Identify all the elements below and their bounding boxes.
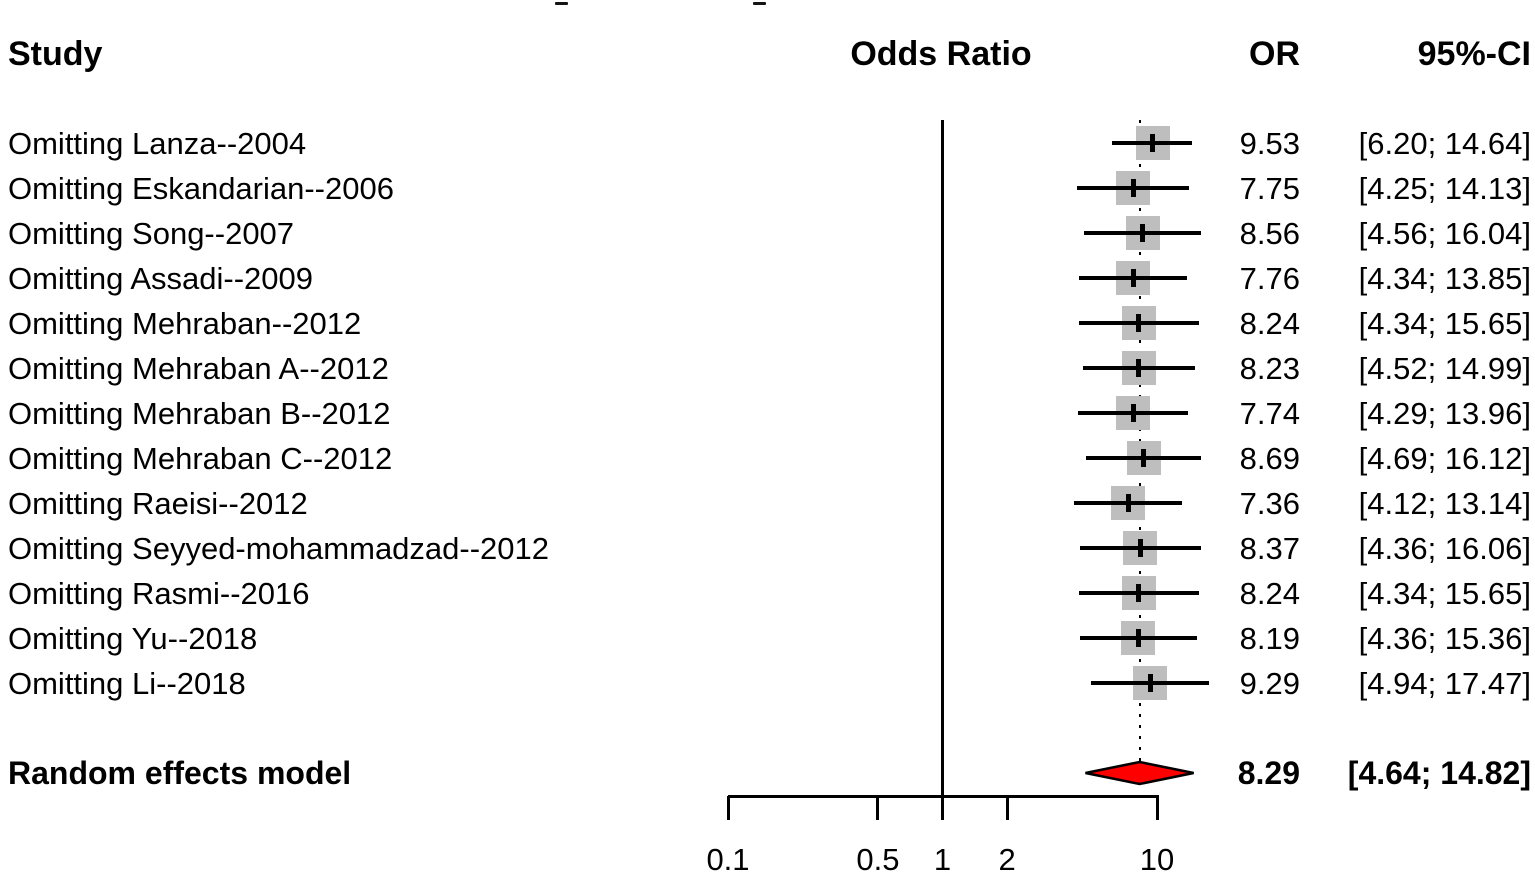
summary-ci-value: [4.64; 14.82] [1347, 755, 1531, 791]
or-value: 9.53 [1239, 125, 1300, 161]
x-axis-tick-label: 0.1 [706, 842, 750, 877]
x-axis-tick-label: 2 [998, 842, 1016, 877]
ci-value: [6.20; 14.64] [1358, 125, 1531, 161]
summary-diamond [1085, 760, 1194, 786]
study-label: Omitting Eskandarian--2006 [8, 170, 394, 206]
ci-value: [4.52; 14.99] [1358, 350, 1531, 386]
or-value: 9.29 [1239, 665, 1300, 701]
x-axis-tick-label: 1 [933, 842, 952, 877]
ci-value: [4.69; 16.12] [1358, 440, 1531, 476]
ci-value: [4.56; 16.04] [1358, 215, 1531, 251]
point-estimate-marker [1141, 449, 1147, 467]
study-label: Omitting Rasmi--2016 [8, 575, 310, 611]
cropped-text-artifact [555, 2, 568, 5]
study-label: Omitting Song--2007 [8, 215, 295, 251]
ci-value: [4.25; 14.13] [1358, 170, 1531, 206]
x-axis-tick [941, 796, 944, 820]
study-label: Omitting Seyyed-mohammadzad--2012 [8, 530, 550, 566]
ci-value: [4.94; 17.47] [1358, 665, 1531, 701]
point-estimate-marker [1136, 314, 1142, 332]
point-estimate-marker [1150, 134, 1155, 152]
or-value: 7.76 [1239, 260, 1300, 296]
summary-or-value: 8.29 [1237, 755, 1300, 791]
or-value: 8.56 [1239, 215, 1300, 251]
column-header-odds-ratio: Odds Ratio [850, 35, 1032, 73]
ci-value: [4.36; 16.06] [1358, 530, 1531, 566]
study-label: Omitting Assadi--2009 [8, 260, 313, 296]
null-effect-reference-line [941, 120, 944, 820]
point-estimate-marker [1130, 269, 1136, 287]
study-label: Omitting Mehraban--2012 [8, 305, 362, 341]
column-header-or: OR [1249, 35, 1300, 73]
or-value: 8.19 [1239, 620, 1300, 656]
study-label: Omitting Mehraban B--2012 [8, 395, 391, 431]
or-value: 8.24 [1239, 305, 1300, 341]
point-estimate-marker [1136, 359, 1142, 377]
x-axis-tick-label: 10 [1139, 842, 1175, 877]
or-value: 8.24 [1239, 575, 1300, 611]
study-label: Omitting Yu--2018 [8, 620, 258, 656]
or-value: 7.75 [1239, 170, 1300, 206]
or-value: 8.69 [1239, 440, 1300, 476]
study-label: Omitting Lanza--2004 [8, 125, 307, 161]
point-estimate-marker [1137, 539, 1143, 557]
x-axis-tick [1155, 796, 1159, 820]
or-value: 7.36 [1239, 485, 1300, 521]
or-value: 8.37 [1239, 530, 1300, 566]
x-axis-tick-label: 0.5 [856, 842, 900, 877]
point-estimate-marker [1140, 224, 1146, 242]
ci-value: [4.34; 15.65] [1358, 305, 1531, 341]
cropped-text-artifact [753, 2, 766, 5]
or-value: 7.74 [1239, 395, 1300, 431]
summary-label: Random effects model [8, 755, 352, 791]
point-estimate-marker [1135, 629, 1141, 647]
ci-value: [4.29; 13.96] [1358, 395, 1531, 431]
point-estimate-marker [1130, 179, 1136, 197]
column-header-ci: 95%-CI [1417, 35, 1531, 73]
study-label: Omitting Raeisi--2012 [8, 485, 308, 521]
study-label: Omitting Mehraban A--2012 [8, 350, 389, 386]
point-estimate-marker [1130, 404, 1136, 422]
x-axis-tick [1005, 796, 1009, 820]
point-estimate-marker [1147, 674, 1153, 692]
point-estimate-marker [1136, 584, 1142, 602]
x-axis-tick [726, 796, 730, 820]
column-header-study: Study [8, 35, 103, 73]
ci-value: [4.34; 13.85] [1358, 260, 1531, 296]
ci-value: [4.12; 13.14] [1358, 485, 1531, 521]
ci-value: [4.34; 15.65] [1358, 575, 1531, 611]
x-axis-tick [876, 796, 880, 820]
ci-value: [4.36; 15.36] [1358, 620, 1531, 656]
study-label: Omitting Mehraban C--2012 [8, 440, 393, 476]
or-value: 8.23 [1239, 350, 1300, 386]
study-label: Omitting Li--2018 [8, 665, 246, 701]
point-estimate-marker [1125, 494, 1131, 512]
